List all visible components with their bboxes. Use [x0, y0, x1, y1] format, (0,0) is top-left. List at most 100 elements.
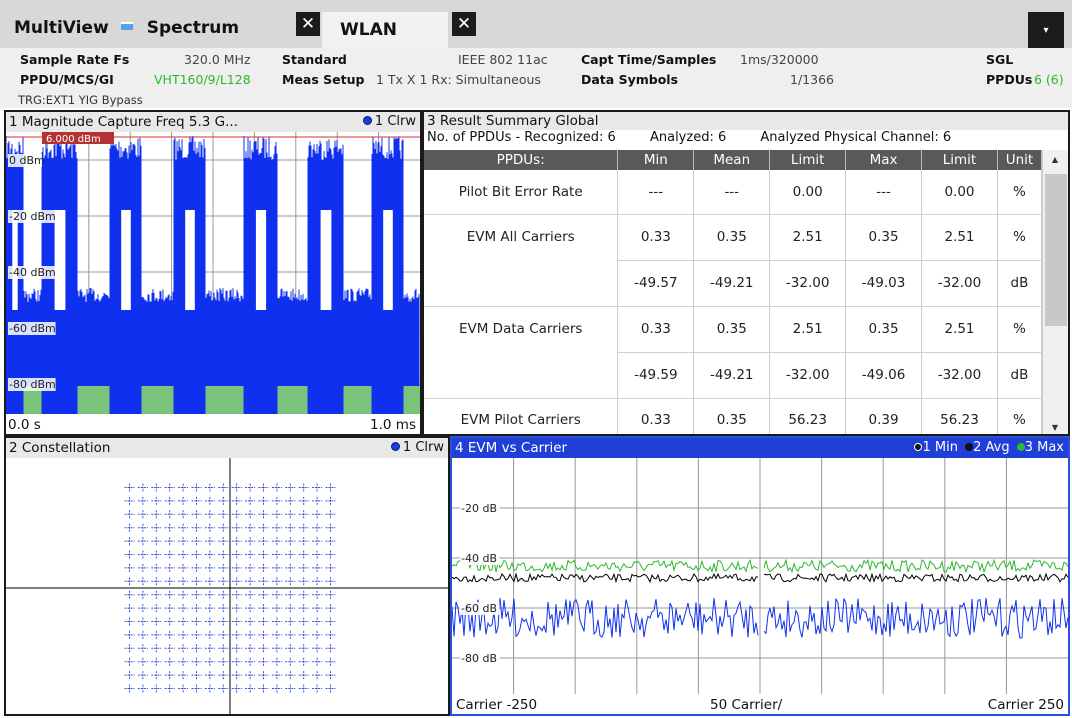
- row-label: Pilot Bit Error Rate: [424, 170, 619, 215]
- cell-limit: -32.00: [769, 352, 847, 399]
- capt-time-label: Capt Time/Samples: [581, 52, 717, 67]
- cell-min: -49.59: [617, 352, 695, 399]
- tab-spectrum[interactable]: MultiView Spectrum: [0, 8, 290, 48]
- trigger-info: TRG:EXT1 YIG Bypass: [18, 93, 143, 107]
- y-axis-label: -80 dB: [461, 652, 497, 665]
- min-trace-icon: [914, 443, 923, 451]
- y-label-bg: [8, 378, 56, 391]
- y-label-bg: [8, 210, 56, 223]
- constellation-window[interactable]: 2 Constellation 1 Clrw: [4, 436, 450, 716]
- standard-value: IEEE 802 11ac: [458, 52, 548, 67]
- cell-limit: 56.23: [921, 398, 998, 434]
- burst-gap: [320, 210, 332, 310]
- sample-rate-value: 320.0 MHz: [184, 52, 251, 67]
- vertical-scrollbar[interactable]: ▲ ▼: [1042, 150, 1068, 434]
- cell-limit: 0.00: [921, 170, 998, 215]
- cell-limit: -32.00: [769, 260, 847, 307]
- column-header: Limit: [769, 150, 847, 170]
- table-row[interactable]: Pilot Bit Error Rate --- --- 0.00 --- 0.…: [424, 170, 1043, 215]
- y-label-bg: [8, 266, 56, 279]
- cell-mean: -49.21: [693, 352, 771, 399]
- trace-mode: 1 Clrw: [374, 114, 416, 129]
- avg-trace-icon: [965, 443, 974, 451]
- trace-indicator: 1 Clrw: [362, 112, 416, 132]
- channel-info-bar[interactable]: Sample Rate Fs 320.0 MHz Standard IEEE 8…: [0, 48, 1072, 108]
- tab-spectrum-label: Spectrum: [146, 18, 240, 38]
- row-label: EVM All Carriers: [424, 214, 619, 307]
- avg-trace: [452, 572, 758, 584]
- ppdu-mcs-label: PPDU/MCS/GI: [20, 72, 114, 87]
- cell-max: 0.39: [845, 398, 923, 434]
- window-title-bar: 4 EVM vs Carrier 1 Min 2 Avg 3 Max: [452, 438, 1068, 458]
- cell-limit: 2.51: [769, 214, 847, 261]
- close-icon[interactable]: ✕: [452, 12, 476, 36]
- ppdu-mcs-value: VHT160/9/L128: [154, 72, 251, 87]
- evm-plot[interactable]: -20 dB -40 dB -60 dB -80 dB: [452, 458, 1068, 694]
- max-trace: [763, 558, 1068, 574]
- ppdus-label: PPDUs: [986, 72, 1033, 87]
- result-table[interactable]: PPDUs: Min Mean Limit Max Limit Unit Pil…: [424, 150, 1043, 434]
- max-trace-icon: [1016, 443, 1025, 451]
- meas-setup-label: Meas Setup: [282, 72, 365, 87]
- magnitude-plot[interactable]: 6.000 dBm 0 dBm -20 dBm -40 dBm -60 dBm -80 …: [6, 132, 420, 414]
- cell-limit: -32.00: [921, 260, 998, 307]
- x-axis-start: Carrier -250: [456, 696, 538, 714]
- sample-rate-label: Sample Rate Fs: [20, 52, 130, 67]
- scroll-up-icon[interactable]: ▲: [1051, 154, 1059, 164]
- cell-max: 0.35: [845, 214, 923, 261]
- table-row[interactable]: EVM Pilot Carriers 0.33 0.35 56.23 0.39 …: [424, 398, 1043, 434]
- magnitude-capture-window[interactable]: 1 Magnitude Capture Freq 5.3 G... 1 Clrw…: [4, 110, 422, 436]
- y-axis-label: -40 dBm: [9, 266, 56, 279]
- result-summary-window[interactable]: 3 Result Summary Global No. of PPDUs - R…: [422, 110, 1070, 436]
- cell-limit: 2.51: [921, 306, 998, 353]
- cell-max: -49.06: [845, 352, 923, 399]
- table-row[interactable]: EVM All Carriers 0.33 0.35 2.51 0.35 2.5…: [424, 214, 1043, 307]
- evm-vs-carrier-window[interactable]: 4 EVM vs Carrier 1 Min 2 Avg 3 Max -20 d…: [450, 436, 1070, 716]
- scrollbar-thumb[interactable]: [1045, 174, 1067, 326]
- column-header: Max: [845, 150, 923, 170]
- constellation-plot[interactable]: [6, 458, 448, 714]
- y-label-bg: [8, 322, 56, 335]
- y-label-bg: [460, 652, 500, 665]
- y-label-bg: [460, 602, 500, 615]
- cell-unit: %: [997, 214, 1043, 261]
- cell-limit: 2.51: [921, 214, 998, 261]
- ref-level-marker[interactable]: [42, 132, 114, 144]
- cell-limit: 2.51: [769, 306, 847, 353]
- x-axis-start: 0.0 s: [8, 416, 41, 434]
- cell-min: -49.57: [617, 260, 695, 307]
- cell-min: ---: [617, 170, 695, 215]
- trace-indicator: 1 Clrw: [390, 438, 444, 458]
- window-title: 1 Magnitude Capture Freq 5.3 G...: [9, 114, 238, 130]
- y-axis-label: -80 dBm: [9, 378, 56, 391]
- column-header: Limit: [921, 150, 998, 170]
- x-axis-stop: Carrier 250: [987, 696, 1064, 714]
- row-label: EVM Data Carriers: [424, 306, 619, 399]
- chevron-down-icon[interactable]: ▾: [1028, 12, 1064, 48]
- recognized-count: No. of PPDUs - Recognized: 6: [427, 130, 616, 145]
- column-header: PPDUs:: [424, 150, 619, 170]
- cell-mean: 0.35: [693, 306, 771, 353]
- tab-wlan[interactable]: WLAN: [322, 12, 448, 48]
- table-row[interactable]: -49.59 -49.21 -32.00 -49.06 -32.00 dB: [424, 352, 1043, 399]
- burst-gap: [383, 210, 393, 310]
- row-label: EVM Pilot Carriers: [424, 398, 619, 434]
- table-row[interactable]: EVM Data Carriers 0.33 0.35 2.51 0.35 2.…: [424, 306, 1043, 399]
- close-icon[interactable]: ✕: [296, 12, 320, 36]
- trace-legend: 1 Min 2 Avg 3 Max: [914, 438, 1064, 458]
- data-symbols-label: Data Symbols: [581, 72, 679, 87]
- table-row[interactable]: -49.57 -49.21 -32.00 -49.03 -32.00 dB: [424, 260, 1043, 307]
- cell-mean: 0.35: [693, 398, 771, 434]
- tab-wlan-label: WLAN: [340, 20, 397, 40]
- trace-mode: 1 Clrw: [402, 440, 444, 455]
- cell-mean: 0.35: [693, 214, 771, 261]
- window-title: 4 EVM vs Carrier: [455, 440, 568, 456]
- window-title-bar: 3 Result Summary Global: [424, 112, 1068, 130]
- window-title: 2 Constellation: [9, 440, 111, 456]
- cell-min: 0.33: [617, 306, 695, 353]
- cell-unit: %: [997, 170, 1043, 215]
- scroll-down-icon[interactable]: ▼: [1051, 422, 1059, 432]
- y-axis-label: -60 dB: [461, 602, 497, 615]
- ppdus-value: 6 (6): [1034, 72, 1064, 87]
- analyzed-count: Analyzed: 6: [649, 130, 727, 145]
